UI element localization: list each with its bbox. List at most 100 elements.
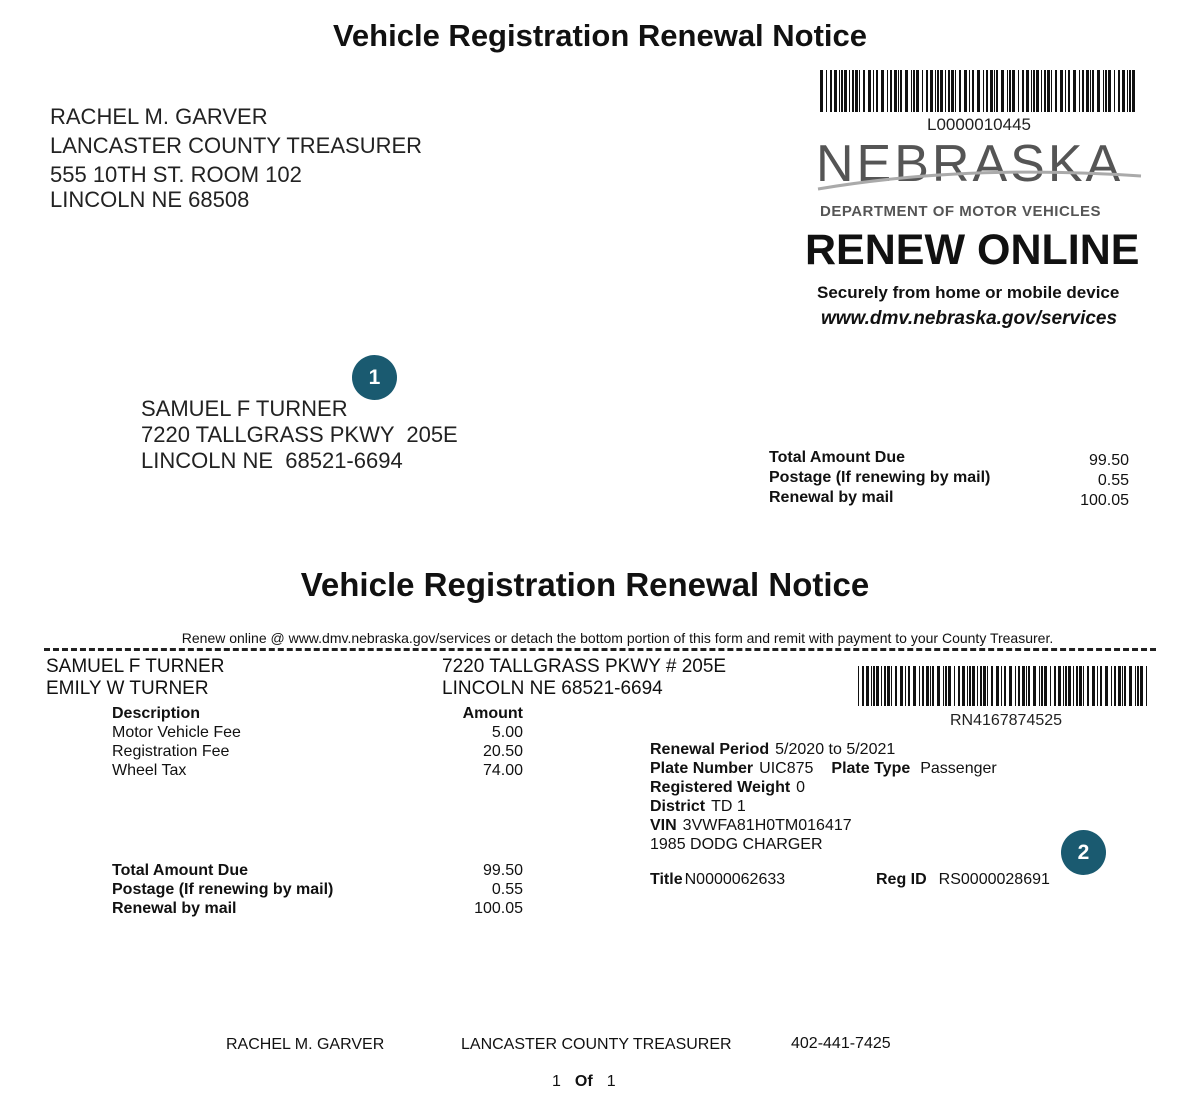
summary-labels: Total Amount Due Postage (If renewing by… bbox=[769, 448, 990, 508]
barcode-bar bbox=[1015, 666, 1016, 706]
barcode-bar bbox=[1090, 70, 1091, 112]
barcode-bar bbox=[983, 666, 986, 706]
barcode-bar bbox=[937, 70, 939, 112]
treasurer-name: RACHEL M. GARVER bbox=[50, 104, 268, 129]
barcode-bar bbox=[980, 666, 982, 706]
barcode-bar bbox=[1033, 70, 1035, 112]
barcode-bar bbox=[1122, 70, 1125, 112]
barcode-bar bbox=[852, 70, 854, 112]
barcode-bar bbox=[898, 70, 899, 112]
barcode-bar bbox=[1108, 70, 1111, 112]
nebraska-dmv-logo: NEBRASKA bbox=[816, 134, 1142, 194]
barcode-bar bbox=[1083, 666, 1084, 706]
barcode-bar bbox=[1146, 666, 1147, 706]
barcode-bar bbox=[916, 70, 919, 112]
renewal-period: 5/2020 to 5/2021 bbox=[775, 741, 896, 758]
plate-number-label: Plate Number bbox=[650, 760, 754, 777]
barcode-bar bbox=[1033, 666, 1036, 706]
barcode-bar bbox=[983, 70, 984, 112]
barcode-bar bbox=[905, 70, 908, 112]
barcode-bar bbox=[969, 70, 970, 112]
barcode-bar bbox=[859, 70, 860, 112]
barcode-bar bbox=[991, 666, 993, 706]
stub-barcode bbox=[858, 666, 1154, 706]
barcode-bar bbox=[977, 70, 980, 112]
plate-type-label: Plate Type bbox=[831, 760, 911, 777]
summary-label: Postage (If renewing by mail) bbox=[769, 469, 991, 486]
district-label: District bbox=[650, 798, 706, 815]
barcode-bar bbox=[1082, 70, 1084, 112]
weight-label: Registered Weight bbox=[650, 779, 791, 796]
barcode-bar bbox=[1026, 70, 1029, 112]
barcode-bar bbox=[862, 666, 864, 706]
barcode-bar bbox=[1103, 70, 1104, 112]
stub-barcode-number: RN4167874525 bbox=[949, 712, 1063, 729]
treasurer-street: 555 10TH ST. ROOM 102 bbox=[50, 162, 302, 187]
amount-header: Amount bbox=[462, 705, 523, 722]
barcode-bar bbox=[1041, 70, 1042, 112]
barcode-bar bbox=[908, 666, 910, 706]
barcode-bar bbox=[881, 666, 882, 706]
barcode-bar bbox=[1009, 70, 1011, 112]
fee-amounts: Amount 5.00 20.50 74.00 bbox=[440, 704, 523, 780]
barcode-bar bbox=[1058, 666, 1061, 706]
barcode-bar bbox=[1060, 70, 1063, 112]
barcode-bar bbox=[1050, 666, 1051, 706]
barcode-bar bbox=[830, 70, 832, 112]
barcode-bar bbox=[1055, 70, 1057, 112]
barcode-bar bbox=[1028, 666, 1030, 706]
barcode-bar bbox=[1087, 666, 1089, 706]
barcode-bar bbox=[1122, 666, 1123, 706]
logo-swoosh-icon bbox=[817, 170, 1142, 191]
fee-label: Registration Fee bbox=[112, 743, 230, 760]
barcode-bar bbox=[1086, 70, 1089, 112]
promo-url[interactable]: www.dmv.nebraska.gov/services bbox=[821, 308, 1118, 329]
summary-values: 99.50 0.55 100.05 bbox=[1040, 451, 1129, 511]
barcode-bar bbox=[1054, 666, 1056, 706]
recipient-address: SAMUEL F TURNER 7220 TALLGRASS PKWY 205E… bbox=[141, 396, 458, 474]
stub-title: Vehicle Registration Renewal Notice bbox=[300, 566, 870, 603]
summary-label: Total Amount Due bbox=[112, 862, 248, 879]
stub-city: LINCOLN NE 68521-6694 bbox=[442, 678, 663, 699]
logo-dept: DEPARTMENT OF MOTOR VEHICLES bbox=[820, 203, 1101, 220]
barcode-bar bbox=[839, 70, 840, 112]
barcode-bar bbox=[1079, 666, 1082, 706]
barcode-bar bbox=[911, 70, 912, 112]
barcode-bar bbox=[972, 70, 974, 112]
footer-treasurer-title: LANCASTER COUNTY TREASURER bbox=[461, 1036, 732, 1053]
barcode-bar bbox=[922, 70, 923, 112]
detach-line bbox=[44, 648, 1156, 651]
barcode-bar bbox=[954, 666, 955, 706]
summary-label: Total Amount Due bbox=[769, 449, 905, 466]
summary-value: 100.05 bbox=[474, 900, 523, 917]
title-number: N0000062633 bbox=[684, 871, 786, 888]
barcode-bar bbox=[945, 666, 947, 706]
barcode-bar bbox=[926, 666, 929, 706]
stub-address: 7220 TALLGRASS PKWY # 205E LINCOLN NE 68… bbox=[442, 656, 726, 700]
barcode-bar bbox=[926, 70, 928, 112]
barcode-bar bbox=[1065, 70, 1066, 112]
recipient-street: 7220 TALLGRASS PKWY 205E bbox=[141, 422, 458, 447]
barcode-bar bbox=[964, 70, 967, 112]
barcode-bar bbox=[1114, 70, 1115, 112]
top-barcode-number: L0000010445 bbox=[926, 115, 1031, 134]
summary-value: 99.50 bbox=[482, 862, 523, 879]
fee-label: Motor Vehicle Fee bbox=[112, 724, 241, 741]
barcode-bar bbox=[1068, 666, 1071, 706]
regid: RS0000028691 bbox=[938, 871, 1050, 888]
summary-value: 0.55 bbox=[1097, 472, 1129, 489]
callout-badge-1: 1 bbox=[352, 355, 397, 400]
barcode-bar bbox=[887, 70, 888, 112]
barcode-bar bbox=[1022, 666, 1025, 706]
barcode-bar bbox=[1079, 70, 1080, 112]
barcode-bar bbox=[890, 70, 892, 112]
barcode-bar bbox=[948, 666, 951, 706]
barcode-bar bbox=[1114, 666, 1116, 706]
recipient-city: LINCOLN NE 68521-6694 bbox=[141, 448, 403, 473]
barcode-bar bbox=[1004, 666, 1006, 706]
barcode-bar bbox=[913, 666, 916, 706]
plate-type: Passenger bbox=[920, 760, 997, 777]
page-of: Of bbox=[574, 1073, 593, 1090]
barcode-bar bbox=[858, 666, 859, 706]
